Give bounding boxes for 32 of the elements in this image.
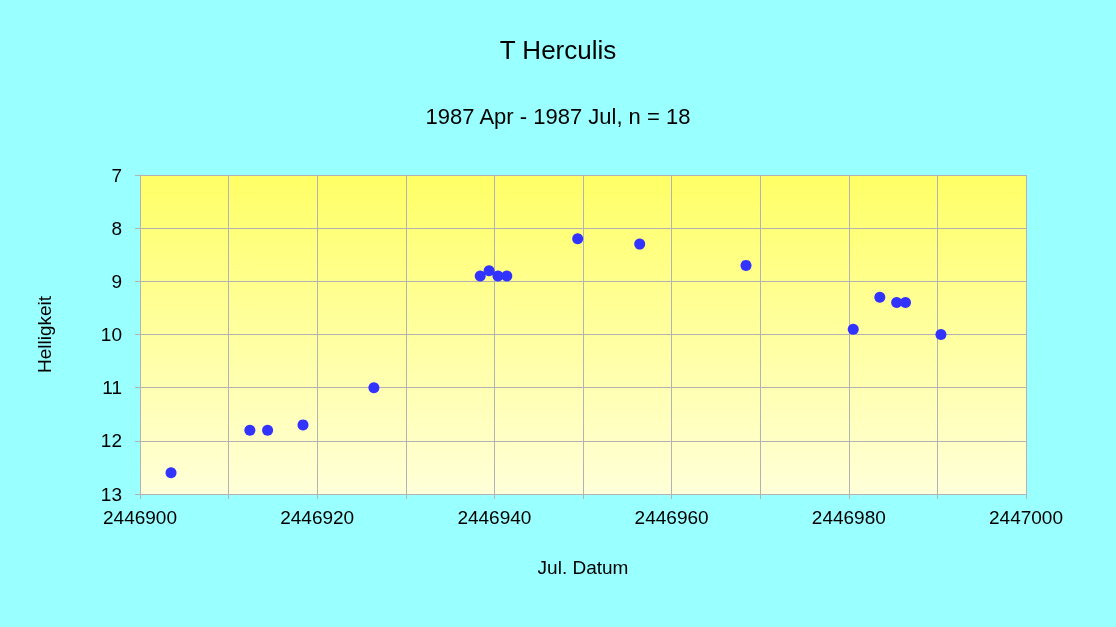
point (297, 419, 309, 431)
point (244, 424, 256, 436)
y-axis-title: Helligkeit (34, 295, 55, 374)
chart-title: T Herculis (499, 35, 617, 65)
x-tick-label: 2446980 (811, 507, 886, 528)
point (874, 291, 886, 303)
y-tick-label: 7 (111, 164, 122, 186)
point (501, 270, 513, 282)
point (847, 323, 859, 335)
point (900, 297, 911, 309)
y-tick-label: 8 (111, 217, 122, 239)
y-tick-label: 12 (100, 430, 122, 452)
x-tick-label: 2447000 (989, 507, 1063, 528)
point (483, 265, 495, 277)
x-tick-label: 2446900 (103, 507, 177, 528)
point (262, 424, 274, 436)
x-tick-label: 2446920 (280, 507, 355, 528)
point (935, 329, 947, 340)
x-tick-label: 2446940 (457, 507, 532, 528)
x-axis-title: Jul. Datum (537, 557, 629, 578)
point (368, 382, 380, 394)
y-tick-label: 10 (100, 324, 122, 345)
x-tick-label: 2446960 (634, 507, 709, 528)
y-tick-label: 9 (111, 270, 122, 292)
point (740, 259, 752, 271)
point (474, 270, 486, 282)
point (165, 467, 177, 479)
point (572, 233, 584, 245)
y-tick-label: 11 (102, 377, 122, 399)
chart-subtitle: 1987 Apr - 1987 Jul, n = 18 (425, 103, 691, 129)
point (634, 238, 646, 250)
y-tick-label: 13 (100, 483, 122, 505)
